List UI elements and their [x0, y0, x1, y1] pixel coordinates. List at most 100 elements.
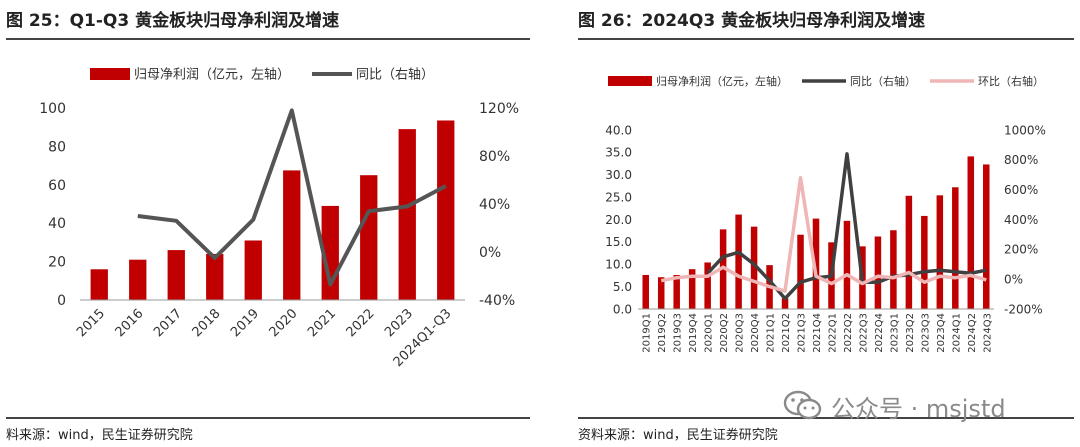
bar: [167, 250, 185, 300]
y-left-tick-label: 20: [48, 255, 66, 271]
bar: [735, 214, 742, 309]
y-right-tick-label: 40%: [479, 197, 510, 213]
bar: [657, 277, 665, 309]
y-left-tick-label: 0.0: [613, 302, 632, 316]
x-tick-label: 2024Q2: [967, 313, 978, 353]
x-tick-label: 2022Q2: [843, 313, 854, 353]
x-tick-label: 2016: [113, 306, 147, 340]
y-left-tick-label: 20.0: [605, 213, 632, 227]
bar: [283, 170, 301, 300]
y-right-tick-label: 0%: [1004, 272, 1023, 286]
source-rule: [6, 417, 530, 419]
bar: [206, 253, 224, 300]
y-left-tick-label: 40: [48, 216, 66, 232]
x-tick-label: 2021Q4: [812, 313, 823, 353]
x-tick-label: 2022Q1: [827, 313, 838, 353]
bar: [812, 218, 820, 309]
source-rule: [578, 417, 1074, 419]
legend-label: 归母净利润（亿元，左轴）: [134, 68, 290, 83]
y-right-tick-label: 600%: [1004, 183, 1038, 197]
y-right-tick-label: -40%: [479, 293, 515, 309]
legend-label: 同比（右轴）: [356, 68, 434, 83]
y-right-tick-label: 0%: [479, 245, 501, 261]
x-tick-label: 2023Q4: [936, 313, 947, 353]
x-tick-label: 2021Q2: [781, 313, 792, 353]
y-left-tick-label: 10.0: [605, 258, 632, 272]
x-tick-label: 2019: [228, 306, 262, 340]
y-left-tick-label: 40.0: [605, 123, 632, 137]
bar: [936, 195, 944, 309]
wechat-icon: [783, 390, 822, 420]
bar: [890, 230, 897, 309]
legend-swatch-bar: [90, 68, 130, 80]
bar: [967, 156, 975, 309]
bar: [360, 175, 378, 300]
y-right-tick-label: 400%: [1004, 213, 1038, 227]
bar: [688, 269, 696, 309]
bar: [781, 298, 789, 309]
y-left-tick-label: 30.0: [605, 168, 632, 182]
y-left-tick-label: 5.0: [613, 280, 632, 294]
bar: [750, 226, 758, 309]
x-tick-label: 2024Q3: [982, 313, 993, 353]
y-left-tick-label: 25.0: [605, 190, 632, 204]
bar: [874, 236, 882, 309]
x-tick-label: 2024Q1: [951, 313, 962, 353]
y-left-tick-label: 15.0: [605, 235, 632, 249]
y-right-tick-label: 200%: [1004, 243, 1038, 257]
title-rule: [578, 38, 1074, 40]
chart-26: 归母净利润（亿元，左轴） 同比（右轴） 环比（右轴） 0.0 5.0 10.0 15.0 20…: [605, 74, 1046, 353]
figure-25-title: 图 25：Q1-Q3 黄金板块归母净利润及增速: [6, 11, 340, 31]
x-tick-label: 2020Q2: [719, 313, 730, 353]
bar: [797, 234, 804, 309]
x-tick-label: 2020Q4: [750, 313, 761, 353]
x-tick-label: 2019Q4: [688, 313, 699, 353]
figure-26-source: 资料来源：wind，民生证券研究院: [578, 428, 778, 443]
bar: [398, 129, 416, 300]
x-tick-label: 2023Q3: [920, 313, 931, 353]
figure-25: 图 25：Q1-Q3 黄金板块归母净利润及增速 归母净利润（亿元，左轴） 同比（右…: [0, 0, 536, 447]
x-tick-label: 2020Q3: [735, 313, 746, 353]
y-left-tick-label: 35.0: [605, 146, 632, 160]
x-tick-label: 2020Q1: [704, 313, 715, 353]
legend-label: 环比（右轴）: [978, 74, 1044, 88]
legend-swatch-bar: [608, 76, 652, 86]
x-tick-label: 2017: [151, 306, 185, 340]
y-left-tick-label: 0: [57, 293, 66, 309]
title-rule: [6, 38, 530, 40]
y-left-tick-label: 100: [39, 101, 66, 117]
watermark-text: 公众号 · msjstd: [831, 394, 1006, 423]
watermark: 公众号 · msjstd: [783, 389, 1006, 423]
x-tick-label: 2023Q2: [905, 313, 916, 353]
x-tick-label: 2021Q3: [797, 313, 808, 353]
x-tick-label: 2023: [382, 306, 416, 340]
figure-25-source: 料来源：wind，民生证券研究院: [6, 428, 193, 443]
x-tick-label: 2022: [344, 306, 378, 340]
bar: [921, 215, 928, 309]
bar: [673, 274, 680, 309]
x-tick-label: 2015: [74, 306, 108, 340]
legend-label: 归母净利润（亿元，左轴）: [656, 74, 788, 88]
x-tick-label: 2020: [267, 306, 301, 340]
bar: [704, 262, 711, 309]
bar: [437, 120, 455, 300]
chart-25: 归母净利润（亿元，左轴） 同比（右轴） 0 20 40 60 80 100 -40% 0% 40% 8…: [39, 68, 519, 370]
x-tick-label: 2023Q1: [889, 313, 900, 353]
bar: [244, 240, 262, 300]
y-left-tick-label: 80: [48, 139, 66, 155]
bar: [905, 195, 913, 309]
bar: [642, 274, 649, 309]
y-right-tick-label: 1000%: [1004, 123, 1046, 137]
y-left-tick-label: 60: [48, 178, 66, 194]
y-right-tick-label: 120%: [479, 101, 519, 117]
x-tick-label: 2019Q3: [673, 313, 684, 353]
bar: [843, 220, 851, 309]
figure-26-title: 图 26：2024Q3 黄金板块归母净利润及增速: [578, 11, 926, 31]
y-right-tick-label: 80%: [479, 149, 510, 165]
x-tick-label: 2021: [305, 306, 339, 340]
x-tick-label: 2019Q1: [642, 313, 653, 353]
series-line: [660, 175, 987, 293]
bar: [983, 164, 990, 309]
x-tick-label: 2021Q1: [766, 313, 777, 353]
y-right-tick-label: -200%: [1004, 302, 1043, 316]
